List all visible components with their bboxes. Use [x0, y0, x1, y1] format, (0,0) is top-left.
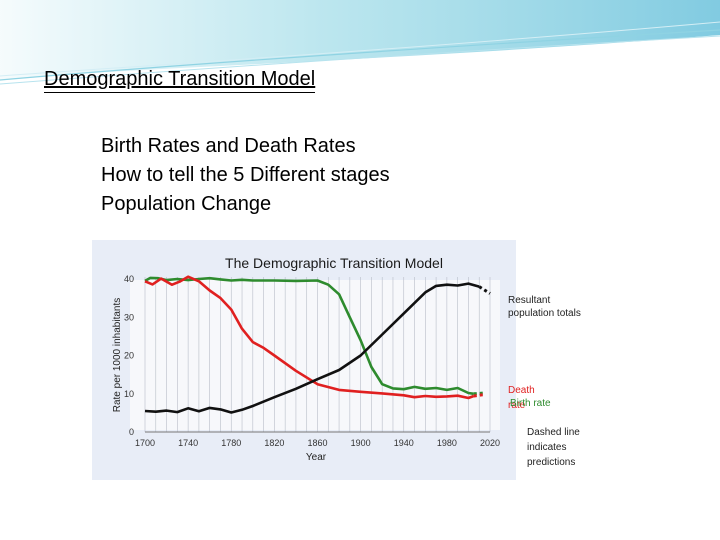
body-line-stages: How to tell the 5 Different stages: [101, 164, 390, 186]
gridlines: [144, 277, 491, 433]
population-total-prediction-line: [478, 285, 491, 295]
y-tick-label: 30: [124, 312, 134, 322]
body-line-population: Population Change: [101, 193, 272, 215]
plot-area: [130, 280, 500, 430]
x-axis-label: Year: [306, 452, 327, 463]
x-tick-label: 1860: [307, 438, 327, 448]
body-line-birth-death: Birth Rates and Death Rates: [101, 135, 356, 157]
y-axis-label: Rate per 1000 inhabitants: [112, 298, 123, 413]
y-tick-label: 10: [124, 389, 134, 399]
annotation-rate: rate: [508, 400, 526, 411]
axis-ticks: 1700 1740 1780 1820 1860 1900 1940 1980 2020 0 10 2…: [124, 274, 500, 448]
series-lines: [144, 275, 491, 414]
birth-rate-line: [144, 276, 474, 396]
slide-body-text: Birth Rates and Death Rates How to tell …: [101, 132, 390, 219]
annotation-birth-rate: Birth rate: [510, 398, 551, 409]
decorative-banner: [0, 0, 720, 85]
y-tick-label: 40: [124, 274, 134, 284]
birth-rate-prediction-line: [473, 391, 485, 396]
annotation-population: Resultant population totals: [508, 295, 581, 319]
annotation-dashed-note: Dashed line indicates predictions: [527, 427, 580, 468]
death-rate-line: [144, 275, 475, 400]
annotation-death: Death: [508, 385, 535, 396]
x-tick-label: 2020: [480, 438, 500, 448]
x-tick-label: 1820: [264, 438, 284, 448]
x-tick-label: 1780: [221, 438, 241, 448]
population-total-line: [144, 282, 480, 414]
chart-title: The Demographic Transition Model: [225, 255, 443, 271]
death-rate-prediction-line: [473, 393, 485, 398]
slide-title: Demographic Transition Model: [44, 68, 316, 93]
x-tick-label: 1740: [178, 438, 198, 448]
y-tick-label: 20: [124, 351, 134, 361]
x-tick-label: 1900: [351, 438, 371, 448]
x-tick-label: 1940: [394, 438, 414, 448]
x-tick-label: 1980: [437, 438, 457, 448]
y-tick-label: 0: [129, 427, 134, 437]
x-tick-label: 1700: [135, 438, 155, 448]
